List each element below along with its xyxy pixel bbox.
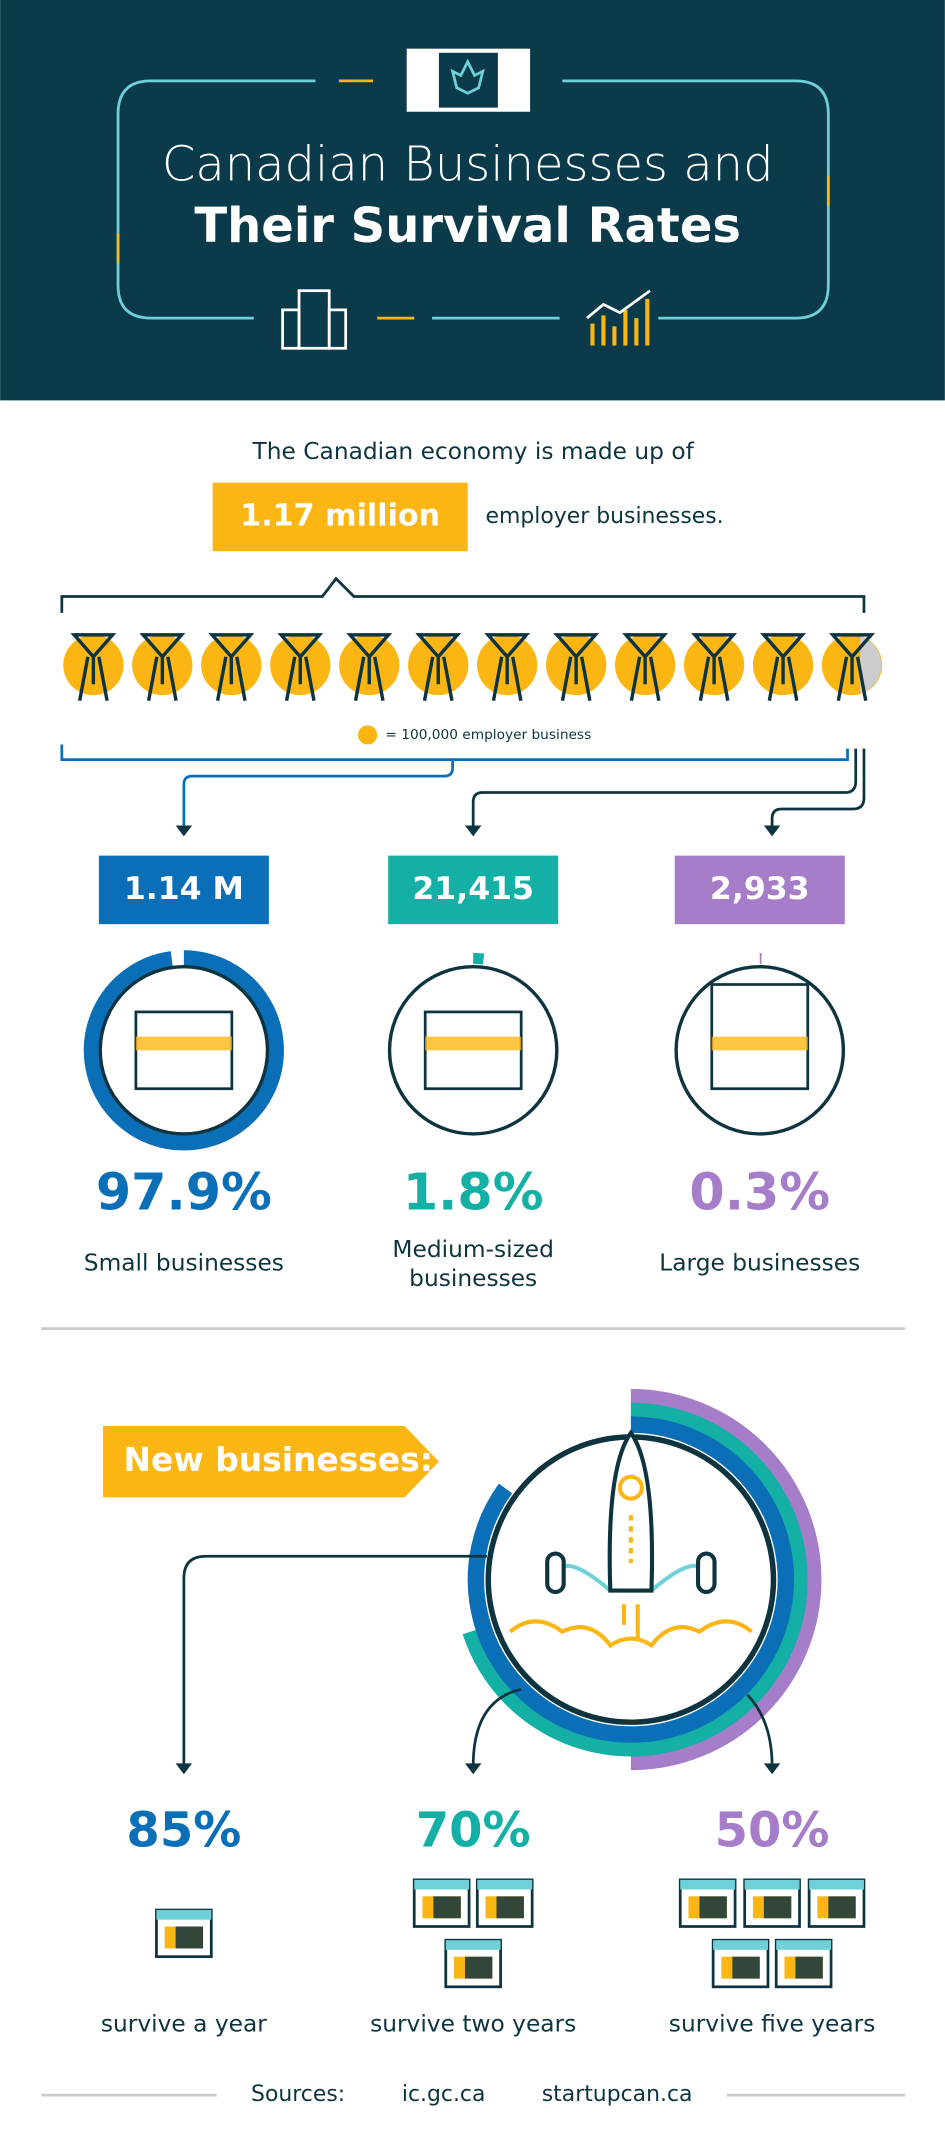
sources-label: Sources: xyxy=(251,2082,345,2107)
calendar-top xyxy=(445,1940,501,1950)
calendar-top xyxy=(156,1910,212,1920)
rate-value: 70% xyxy=(416,1802,531,1858)
person-lines xyxy=(70,633,117,701)
person-lines xyxy=(760,633,807,701)
share-ring xyxy=(473,952,485,965)
total-box xyxy=(212,482,468,552)
person-partial xyxy=(860,636,882,694)
rate-groups: 85% survive a year 70% survive two years 50%… xyxy=(101,1802,875,2037)
person-lines xyxy=(484,633,531,701)
person-lines xyxy=(553,633,600,701)
total-value: 1.17 million xyxy=(240,498,440,533)
size-label: Large businesses xyxy=(659,1250,860,1277)
survival-lines xyxy=(182,1554,774,1767)
source-item: startupcan.ca xyxy=(542,2082,693,2107)
share-value: 97.9% xyxy=(96,1163,272,1222)
intro-text: The Canadian economy is made up of xyxy=(252,438,695,465)
calendar-top xyxy=(477,1879,533,1890)
title-line2: Their Survival Rates xyxy=(194,198,741,254)
legend-icon xyxy=(358,725,378,745)
header-accents xyxy=(116,79,830,320)
rocket-icon xyxy=(485,1429,777,1725)
size-label: businesses xyxy=(409,1265,537,1292)
split-arrows xyxy=(175,825,781,837)
person-lines xyxy=(208,633,255,701)
survival-arc xyxy=(467,1416,794,1743)
people-row xyxy=(63,633,883,701)
rate-value: 85% xyxy=(126,1802,241,1858)
shop-accent xyxy=(135,1036,232,1051)
calendar-top xyxy=(713,1940,768,1950)
calendar-days xyxy=(433,1896,461,1919)
bracket xyxy=(60,576,866,613)
rate-text: survive two years xyxy=(370,2011,576,2038)
count-value: 21,415 xyxy=(412,871,534,907)
shop-accent xyxy=(711,1036,808,1051)
share-value: 1.8% xyxy=(403,1163,544,1222)
calendar-days xyxy=(828,1896,856,1919)
survival-arc xyxy=(630,1388,822,1771)
split-lines xyxy=(60,744,866,829)
survival-arrows xyxy=(175,1763,781,1775)
person-lines xyxy=(622,633,669,701)
source-item: ic.gc.ca xyxy=(402,2082,486,2107)
person-lines xyxy=(346,633,393,701)
calendar-top xyxy=(776,1940,832,1950)
size-label: Medium-sized xyxy=(392,1236,554,1263)
calendar-days xyxy=(496,1896,524,1919)
flag-icon xyxy=(406,48,531,112)
survival-rings xyxy=(462,1388,822,1771)
person-lines xyxy=(277,633,324,701)
share-ring xyxy=(83,950,284,1151)
count-value: 2,933 xyxy=(710,871,810,907)
legend-text: = 100,000 employer business xyxy=(385,727,591,743)
rate-value: 50% xyxy=(715,1802,830,1858)
building-icon xyxy=(281,289,348,350)
total-suffix: employer businesses. xyxy=(486,504,724,529)
size-groups: 1.14 M 97.9% Small businesses 21,415 1.8% Med… xyxy=(83,855,860,1292)
rate-text: survive a year xyxy=(101,2011,267,2038)
count-box xyxy=(674,855,845,925)
calendar-days xyxy=(732,1956,760,1979)
calendar-days xyxy=(699,1896,727,1919)
person-lines xyxy=(829,633,876,701)
calendar-days xyxy=(763,1896,792,1919)
calendar-top xyxy=(744,1879,800,1890)
rate-text: survive five years xyxy=(669,2011,876,2038)
survival-arc xyxy=(462,1402,808,1757)
title-line1: Canadian Businesses and xyxy=(162,136,774,192)
calendar-top xyxy=(414,1879,470,1890)
share-value: 0.3% xyxy=(689,1163,830,1222)
size-label: Small businesses xyxy=(84,1250,284,1277)
count-box xyxy=(388,855,559,925)
shop-accent xyxy=(425,1036,522,1051)
count-value: 1.14 M xyxy=(124,871,244,907)
person-lines xyxy=(415,633,462,701)
new-banner xyxy=(102,1426,439,1498)
calendar-days xyxy=(795,1956,823,1979)
person-lines xyxy=(139,633,186,701)
calendar-days xyxy=(175,1926,204,1949)
calendar-top xyxy=(680,1879,736,1890)
header-bg xyxy=(0,0,945,401)
growth-icon xyxy=(586,289,651,346)
new-title: New businesses: xyxy=(124,1440,433,1479)
calendar-top xyxy=(809,1879,864,1890)
calendar-days xyxy=(464,1956,493,1979)
person-lines xyxy=(691,633,738,701)
count-box xyxy=(98,855,269,925)
